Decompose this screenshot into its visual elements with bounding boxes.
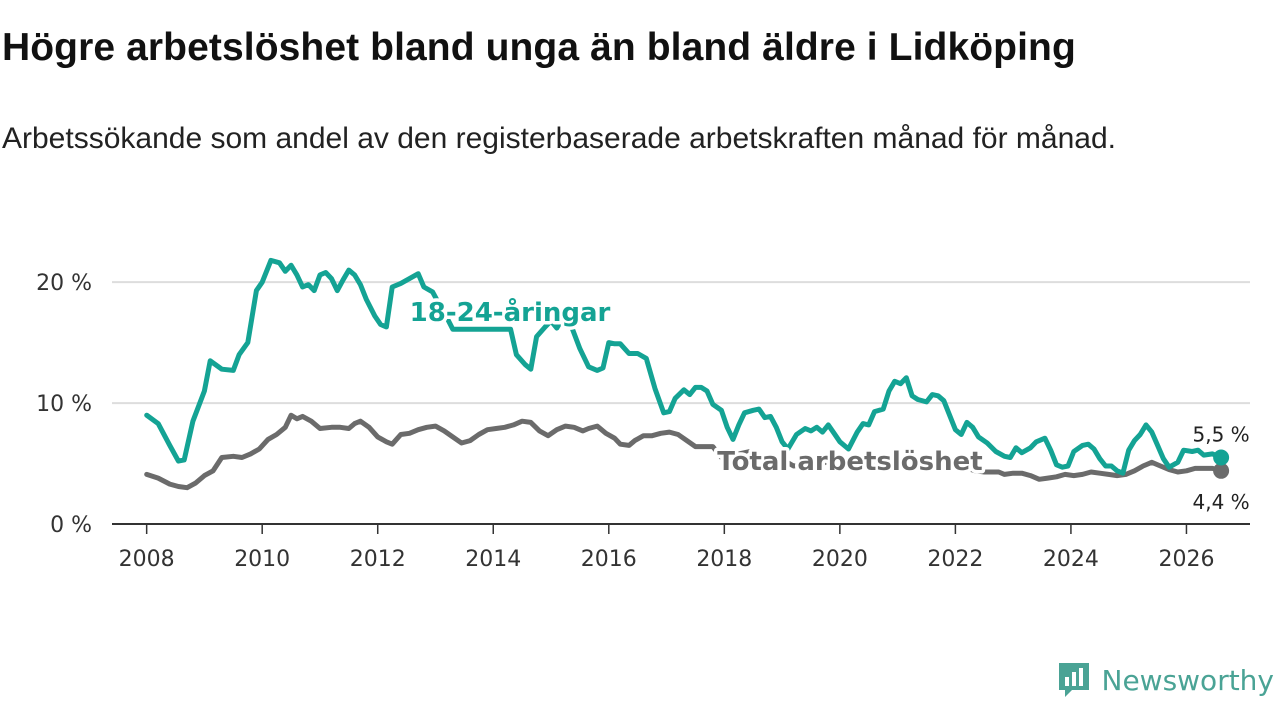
- series-label-total: Total arbetslöshet: [717, 447, 982, 477]
- y-tick-label: 20 %: [36, 271, 92, 296]
- series: [144, 257, 1230, 491]
- x-tick-label: 2016: [581, 547, 637, 572]
- chart-title: Högre arbetslöshet bland unga än bland ä…: [2, 26, 1076, 69]
- end-label-youth: 5,5 %: [1193, 423, 1250, 447]
- x-tick-label: 2010: [234, 547, 290, 572]
- x-tick-label: 2018: [696, 547, 752, 572]
- x-tick-label: 2008: [119, 547, 175, 572]
- end-point-total: [1213, 462, 1230, 479]
- x-tick-label: 2026: [1158, 547, 1214, 572]
- x-tick-label: 2012: [350, 547, 406, 572]
- series-label-youth: 18-24-åringar: [410, 296, 611, 328]
- x-tick-label: 2020: [812, 547, 868, 572]
- series-line-youth: [144, 257, 1224, 476]
- y-tick-label: 0 %: [50, 513, 92, 538]
- x-tick-label: 2014: [465, 547, 521, 572]
- y-axis: 0 % 10 % 20 %: [36, 271, 92, 538]
- newsworthy-logo-icon: [1058, 663, 1089, 697]
- end-point-youth: [1213, 449, 1230, 466]
- chart-subtitle: Arbetssökande som andel av den registerb…: [2, 122, 1116, 155]
- series-line-total: [144, 412, 1224, 491]
- x-tick-label: 2022: [927, 547, 983, 572]
- series-labels: 18-24-åringar Total arbetslöshet 5,5 % 4,4 …: [406, 293, 1252, 517]
- y-tick-label: 10 %: [36, 392, 92, 417]
- end-label-total: 4,4 %: [1193, 490, 1250, 514]
- brand-name: Newsworthy: [1101, 663, 1275, 697]
- gridlines: [112, 281, 1250, 405]
- x-axis: 2008 2010 2012 2014 2016 2018 2020 2022 2024 2026: [112, 523, 1250, 572]
- newsworthy-brand[interactable]: Newsworthy: [1056, 660, 1275, 700]
- x-tick-label: 2024: [1043, 547, 1099, 572]
